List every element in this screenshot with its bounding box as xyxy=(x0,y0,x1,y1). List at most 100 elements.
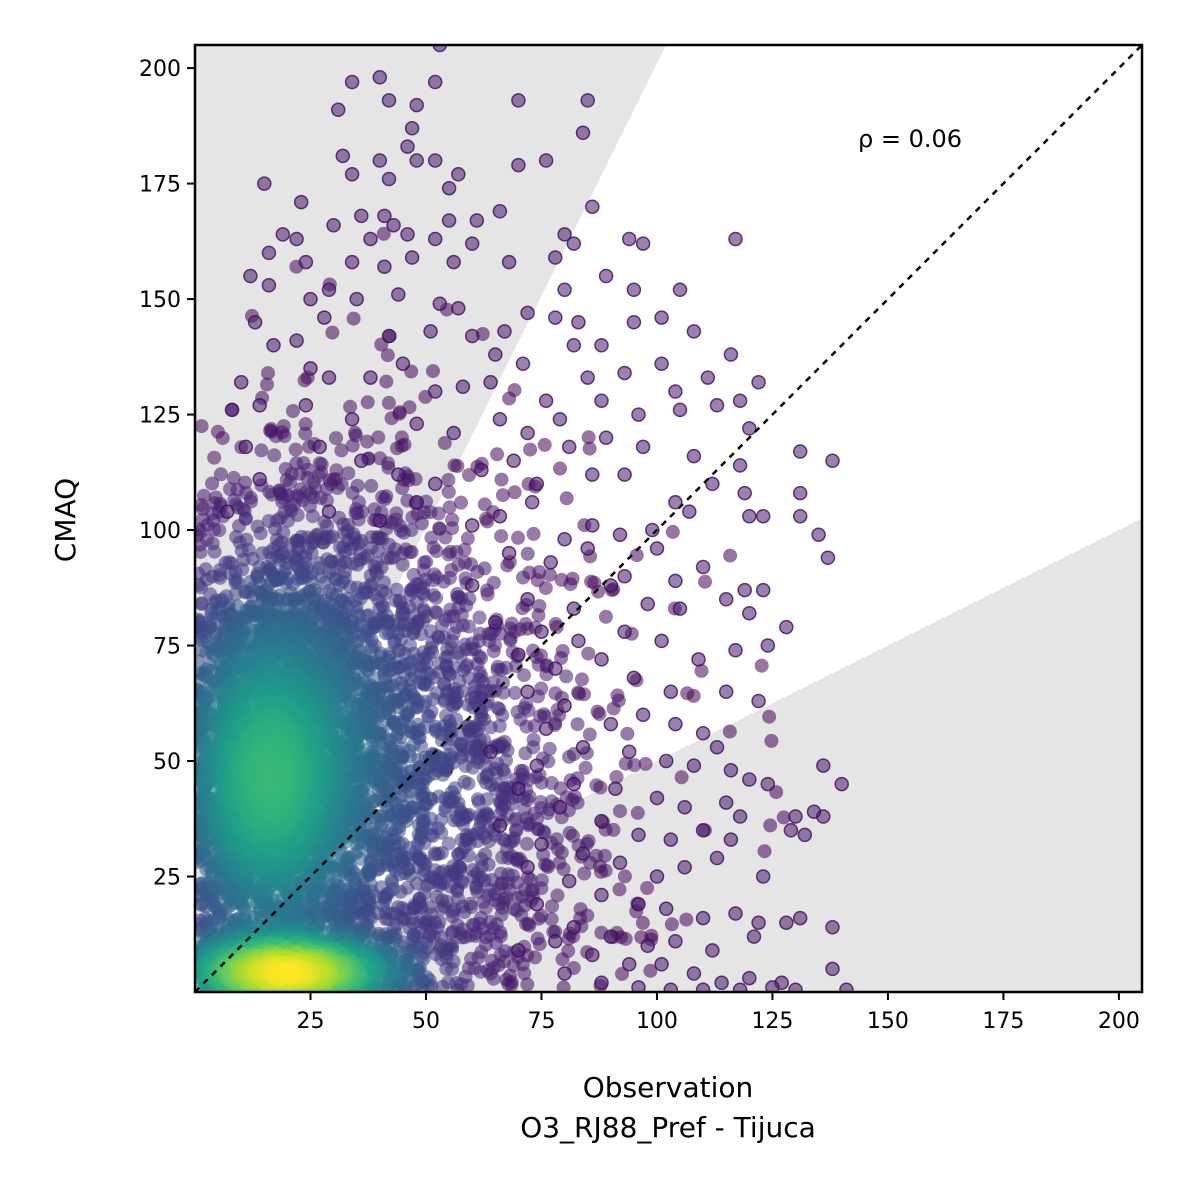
density-point xyxy=(480,587,495,602)
density-point xyxy=(395,481,410,495)
density-point xyxy=(549,620,564,635)
density-point xyxy=(550,888,565,903)
density-point xyxy=(429,544,444,559)
density-point xyxy=(502,391,517,406)
density-point xyxy=(205,476,220,491)
density-point xyxy=(620,726,635,741)
density-point xyxy=(474,852,489,867)
density-point xyxy=(516,570,530,585)
density-point xyxy=(544,776,559,790)
density-point xyxy=(570,717,585,732)
density-point xyxy=(437,436,452,450)
density-point xyxy=(207,544,222,559)
density-point xyxy=(536,847,551,862)
density-point xyxy=(531,657,546,672)
density-point xyxy=(329,431,343,446)
density-point xyxy=(494,529,509,544)
density-point xyxy=(364,478,379,493)
density-point xyxy=(371,430,386,445)
density-point xyxy=(578,760,593,775)
density-point xyxy=(360,434,375,449)
density-point xyxy=(450,590,465,605)
density-point xyxy=(379,626,394,641)
density-point xyxy=(283,475,298,490)
density-point xyxy=(556,980,571,992)
density-point xyxy=(267,448,282,463)
density-point xyxy=(640,881,655,895)
density-point xyxy=(389,582,404,597)
density-point xyxy=(297,373,312,388)
density-point xyxy=(288,442,303,457)
density-point xyxy=(630,805,645,820)
density-point xyxy=(511,530,525,545)
density-point xyxy=(573,902,588,917)
density-point xyxy=(665,524,680,539)
density-point xyxy=(776,810,791,825)
density-point xyxy=(617,869,632,884)
density-point xyxy=(577,866,592,881)
density-point xyxy=(380,348,395,363)
density-point xyxy=(520,977,535,992)
density-point xyxy=(472,808,487,823)
density-point xyxy=(492,794,507,809)
density-point xyxy=(562,825,577,840)
density-point xyxy=(554,651,569,665)
density-point xyxy=(495,850,510,865)
density-point xyxy=(499,972,514,987)
density-point xyxy=(427,846,442,861)
density-point xyxy=(518,746,533,761)
density-point xyxy=(559,669,574,684)
density-point xyxy=(411,817,426,832)
density-point xyxy=(486,644,501,659)
density-point xyxy=(454,495,468,510)
density-point xyxy=(477,497,492,512)
density-point xyxy=(590,704,605,719)
density-point xyxy=(517,668,531,683)
density-point xyxy=(451,847,466,862)
density-point xyxy=(635,915,650,930)
density-point xyxy=(439,708,454,723)
density-point xyxy=(319,493,334,508)
density-point xyxy=(305,509,320,524)
density-point xyxy=(548,686,563,701)
density-point xyxy=(530,931,545,946)
density-point xyxy=(260,377,274,392)
density-point xyxy=(438,530,453,545)
density-point xyxy=(480,514,495,529)
density-point xyxy=(680,686,695,701)
density-point xyxy=(195,545,208,560)
density-point xyxy=(520,836,534,851)
density-point xyxy=(429,724,444,739)
density-point xyxy=(589,778,604,793)
density-point xyxy=(555,952,570,967)
density-point xyxy=(261,366,275,381)
density-point xyxy=(526,643,541,658)
density-point xyxy=(334,443,349,458)
density-point xyxy=(581,646,596,661)
density-point xyxy=(582,441,597,456)
density-point xyxy=(520,546,535,561)
density-point xyxy=(606,701,621,716)
density-point xyxy=(490,701,505,715)
density-point xyxy=(545,899,559,914)
density-point xyxy=(320,519,335,533)
density-point xyxy=(694,663,709,678)
density-point xyxy=(253,526,268,541)
density-point xyxy=(442,500,457,515)
density-point xyxy=(325,325,340,340)
density-point xyxy=(232,519,246,533)
density-point xyxy=(382,537,397,552)
density-point xyxy=(533,795,548,809)
density-point xyxy=(490,447,505,462)
density-point xyxy=(388,593,403,608)
density-point xyxy=(302,439,317,454)
density-point xyxy=(230,575,245,590)
density-point xyxy=(394,523,408,538)
density-point xyxy=(376,226,391,241)
density-point xyxy=(506,902,521,917)
density-point xyxy=(582,727,597,742)
density-point xyxy=(460,531,475,546)
density-point xyxy=(345,438,360,453)
density-point xyxy=(381,395,396,410)
